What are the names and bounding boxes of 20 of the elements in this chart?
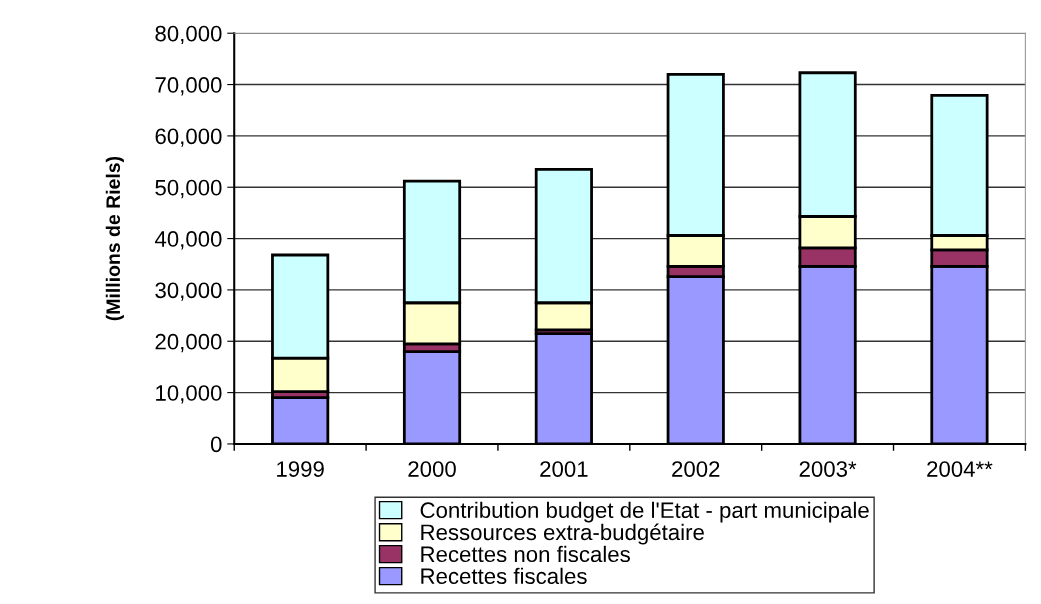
x-tick-label: 1999 [277, 461, 324, 477]
x-tick-label: 2000 [408, 461, 456, 477]
y-tick-label: 20,000 [155, 333, 222, 353]
y-tick-label: 40,000 [154, 231, 222, 250]
y-tick-label: 30,000 [155, 282, 222, 301]
x-tick-label: 2003* [799, 461, 857, 477]
legend-label: Ressources extra-budgétaire [421, 523, 704, 545]
y-tick-label: 10,000 [156, 385, 222, 404]
y-axis-title: (Millions de Riels) [105, 156, 124, 321]
y-tick-label: 70,000 [155, 77, 222, 96]
y-tick-label: 0 [210, 436, 222, 453]
x-tick-label: 2002 [672, 461, 720, 477]
y-tick-label: 80,000 [155, 25, 222, 45]
x-tick-label: 2004** [927, 461, 993, 477]
y-tick-label: 60,000 [155, 128, 222, 147]
legend-label: Recettes fiscales [421, 567, 587, 585]
y-tick-label: 50,000 [155, 179, 222, 199]
x-tick-label: 2001 [540, 461, 588, 477]
legend-label: Contribution budget de l'Etat - part municipale [420, 501, 869, 523]
legend-label: Recettes non fiscales [421, 545, 630, 563]
